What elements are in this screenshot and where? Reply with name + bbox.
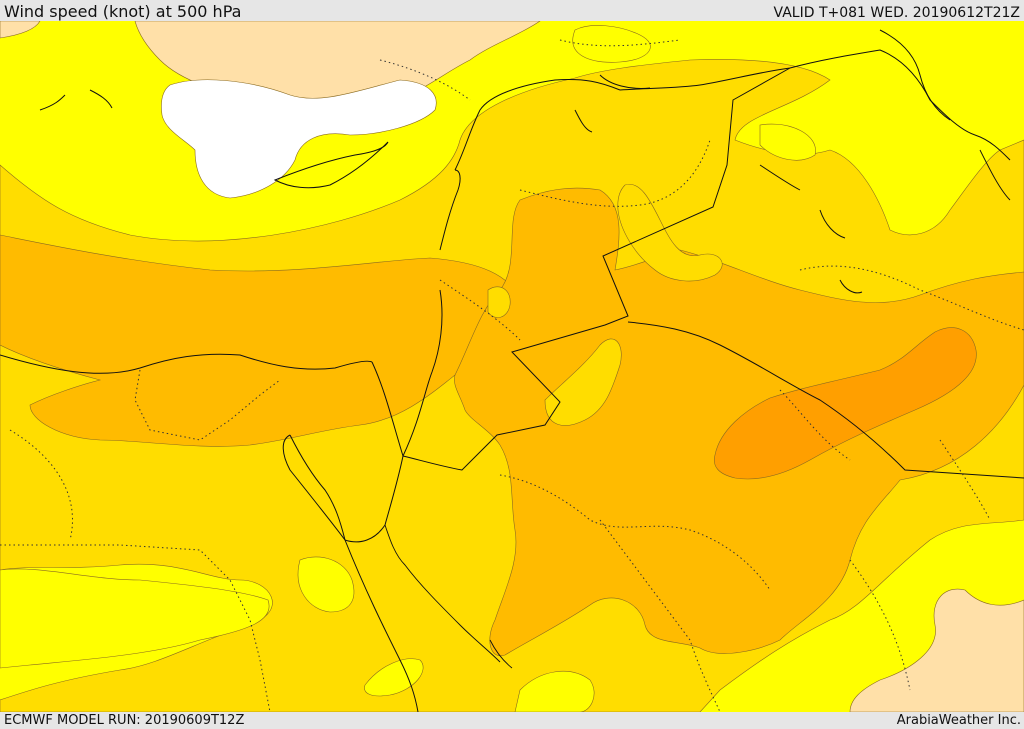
wind-band-pale-southeast (849, 588, 1024, 712)
wind-pocket-gold-2 (617, 183, 723, 282)
map-canvas (0, 21, 1024, 712)
wind-pocket-gold-3 (487, 286, 511, 318)
islands (39, 89, 863, 294)
wind-pocket-yellow-2 (297, 556, 355, 613)
map-header: Wind speed (knot) at 500 hPa VALID T+081… (0, 0, 1024, 21)
wind-pocket-yellow-1 (0, 568, 270, 669)
wind-band-amber-west (0, 234, 521, 447)
country-borders (0, 29, 1024, 712)
credit-text: ArabiaWeather Inc. (896, 713, 1021, 728)
wind-band-pale-northwest (0, 21, 41, 39)
map-title: Wind speed (knot) at 500 hPa (4, 2, 242, 21)
map-footer: ECMWF MODEL RUN: 20190609T12Z ArabiaWeat… (0, 712, 1024, 729)
wind-speed-map (0, 21, 1024, 712)
calm-area (161, 79, 437, 199)
wind-pocket-yellow-3 (364, 658, 424, 697)
model-run: ECMWF MODEL RUN: 20190609T12Z (4, 713, 245, 728)
wind-pocket-yellow-5 (572, 25, 651, 63)
wind-core-orange (714, 327, 977, 480)
wind-pocket-yellow-6 (759, 123, 816, 161)
internal-boundaries (0, 39, 1024, 712)
wind-pocket-yellow-4 (514, 670, 595, 712)
coastlines (384, 149, 1011, 669)
valid-time: VALID T+081 WED. 20190612T21Z (773, 5, 1020, 21)
wind-pocket-gold-1 (544, 338, 622, 426)
